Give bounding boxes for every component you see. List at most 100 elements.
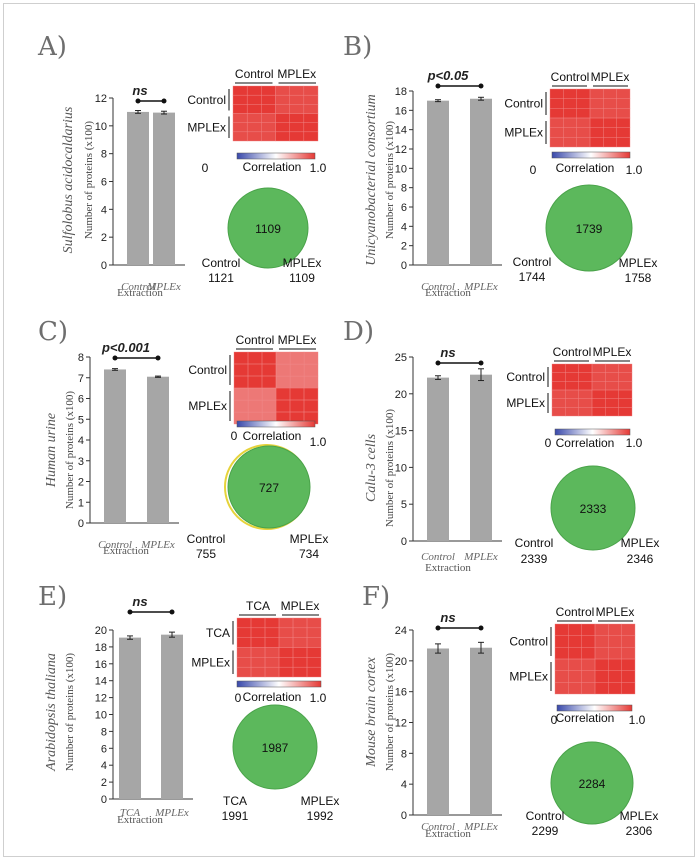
heatmap-cell xyxy=(292,617,308,629)
y-axis-label: Number of proteins (x100) xyxy=(64,391,76,510)
heatmap-cell xyxy=(616,88,631,99)
y-axis-label: Number of proteins (x100) xyxy=(384,409,396,528)
colorbar xyxy=(236,152,316,160)
y-tick-label: 4 xyxy=(101,760,107,772)
y-tick-label: 14 xyxy=(395,125,407,137)
heatmap-cell xyxy=(278,666,294,678)
panel-letter: B) xyxy=(343,32,372,62)
heatmap-cell xyxy=(618,389,633,399)
heatmap-cell xyxy=(578,381,593,391)
heatmap-cell xyxy=(554,670,569,683)
significance-label: p<0.05 xyxy=(427,68,470,83)
heatmap-cell xyxy=(551,398,566,408)
y-tick-label: 16 xyxy=(95,659,107,671)
y-tick-label: 0 xyxy=(78,518,84,530)
venn-circle xyxy=(545,184,633,272)
heatmap-cell xyxy=(246,122,262,133)
heatmap-cell xyxy=(616,117,631,128)
heatmap-cell xyxy=(591,372,606,382)
heatmap-row-label: TCA xyxy=(206,626,230,640)
figure-border xyxy=(3,3,695,857)
heatmap-col-label: MPLEx xyxy=(277,67,316,81)
venn-left-label: Control xyxy=(202,256,241,270)
heatmap-cell xyxy=(591,381,606,391)
y-tick-label: 12 xyxy=(395,718,407,730)
colorbar-min-label: 0 xyxy=(530,163,537,177)
colorbar-title: Correlation xyxy=(243,429,302,443)
heatmap-cell xyxy=(563,137,577,148)
heatmap-cell xyxy=(292,637,308,648)
heatmap-cell xyxy=(247,375,263,389)
heatmap-cell xyxy=(232,94,248,105)
heatmap-cell xyxy=(568,623,582,636)
heatmap-cell xyxy=(565,363,579,373)
y-tick-label: 25 xyxy=(395,352,407,364)
heatmap-cell xyxy=(236,617,252,629)
y-tick-label: 12 xyxy=(95,93,107,105)
y-tick-label: 0 xyxy=(401,536,407,548)
y-tick-label: 20 xyxy=(395,656,407,668)
heatmap-cell xyxy=(236,647,252,658)
panel-b: B) Unicyanobacterial consortium Number of … xyxy=(343,32,657,299)
heatmap-cell xyxy=(306,666,322,678)
y-tick-label: 2 xyxy=(101,232,107,244)
heatmap-cell xyxy=(563,108,577,119)
y-tick-label: 0 xyxy=(101,260,107,272)
y-tick-label: 2 xyxy=(78,477,84,489)
bar-mplex xyxy=(153,112,175,265)
colorbar-max-label: 1.0 xyxy=(310,435,327,449)
heatmap-cell xyxy=(261,94,276,105)
y-tick-label: 3 xyxy=(78,456,84,468)
heatmap-cell xyxy=(278,627,294,638)
heatmap-cell xyxy=(246,104,262,114)
venn-right-label: MPLEx xyxy=(619,256,658,270)
colorbar-max-label: 1.0 xyxy=(310,691,327,705)
venn-right-label: MPLEx xyxy=(283,256,322,270)
x-category-label: Control xyxy=(421,281,455,293)
heatmap-cell xyxy=(289,94,305,105)
heatmap-cell xyxy=(621,647,636,660)
bar-mplex xyxy=(470,374,492,541)
panel-d: D) Calu-3 cells Number of proteins (x100) 0… xyxy=(343,317,659,574)
y-tick-label: 8 xyxy=(101,149,107,161)
heatmap-cell xyxy=(264,666,280,678)
x-category-label: MPLEx xyxy=(154,807,189,819)
panel-f: F) Mouse brain cortex Number of proteins (… xyxy=(362,582,658,840)
heatmap-cell xyxy=(250,666,266,678)
venn-left-count: 755 xyxy=(196,547,216,561)
bracket-end xyxy=(478,83,484,89)
heatmap-cell xyxy=(608,670,622,683)
venn-left-label: Control xyxy=(526,809,565,823)
y-tick-label: 0 xyxy=(401,810,407,822)
panel-e: E) Arabidopsis thaliana Number of proteins… xyxy=(38,582,339,826)
heatmap-cell xyxy=(264,637,280,648)
heatmap-cell xyxy=(589,127,604,138)
organism-label: Arabidopsis thaliana xyxy=(44,653,59,772)
heatmap-cell xyxy=(303,85,319,96)
heatmap-cell xyxy=(303,375,319,389)
heatmap-cell xyxy=(621,623,636,636)
heatmap-row-label: MPLEx xyxy=(509,670,548,684)
y-tick-label: 15 xyxy=(395,426,407,438)
y-tick-label: 4 xyxy=(101,204,107,216)
bar-tca xyxy=(119,637,141,799)
heatmap-cell xyxy=(303,131,319,142)
heatmap-cell xyxy=(292,647,308,658)
bracket-end xyxy=(169,609,175,615)
bar-mplex xyxy=(470,98,492,265)
heatmap-cell xyxy=(250,637,266,648)
x-category-label: MPLEx xyxy=(146,281,181,293)
venn-right-count: 2346 xyxy=(627,552,654,566)
organism-label: Calu-3 cells xyxy=(364,433,379,502)
heatmap-row-label: Control xyxy=(188,363,227,377)
y-tick-label: 0 xyxy=(401,260,407,272)
heatmap-cell xyxy=(289,85,305,96)
heatmap-cell xyxy=(289,113,305,123)
heatmap-cell xyxy=(568,670,582,683)
heatmap-cell xyxy=(289,399,305,413)
venn-left-label: Control xyxy=(187,532,226,546)
heatmap-cell xyxy=(581,623,596,636)
heatmap-cell xyxy=(275,375,291,389)
heatmap-cell xyxy=(563,88,577,99)
heatmap-cell xyxy=(594,647,609,660)
